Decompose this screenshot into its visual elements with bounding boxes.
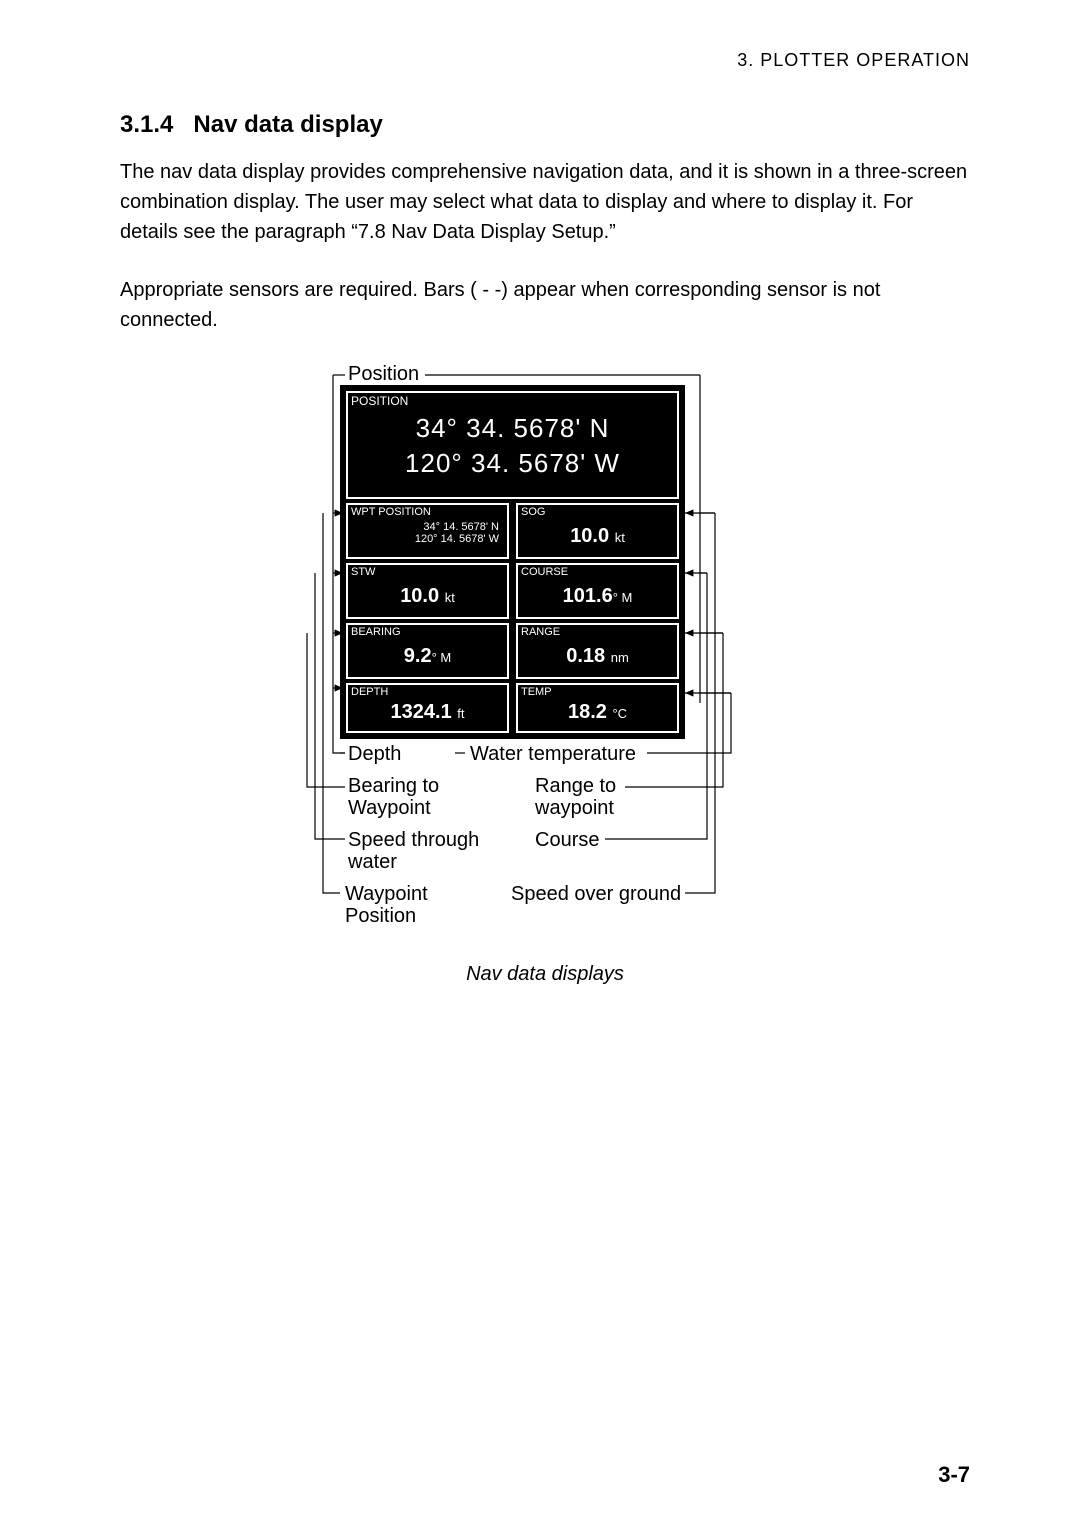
temp-unit: °C <box>612 706 627 721</box>
depth-cell: DEPTH 1324.1 ft <box>346 683 509 733</box>
callout-bearing-1: Bearing to <box>348 775 439 797</box>
position-cell: POSITION 34° 34. 5678' N 120° 34. 5678' … <box>346 391 679 499</box>
callout-position: Position <box>348 363 419 385</box>
callout-bearing-2: Waypoint <box>348 797 439 819</box>
depth-value: 1324.1 <box>391 701 452 723</box>
position-lat: 34° 34. 5678' N <box>348 413 677 444</box>
range-value: 0.18 <box>566 645 605 667</box>
wpt-label: WPT POSITION <box>351 506 431 518</box>
stw-cell: STW 10.0 kt <box>346 563 509 619</box>
wpt-lon: 120° 14. 5678' W <box>348 533 499 545</box>
range-unit: nm <box>611 650 629 665</box>
callout-range-1: Range to <box>535 775 616 797</box>
course-value: 101.6 <box>563 585 613 607</box>
temp-label: TEMP <box>521 686 552 698</box>
callout-wpt-1: Waypoint <box>345 883 428 905</box>
bearing-cell: BEARING 9.2° M <box>346 623 509 679</box>
sog-unit: kt <box>615 530 625 545</box>
range-cell: RANGE 0.18 nm <box>516 623 679 679</box>
course-label: COURSE <box>521 566 568 578</box>
bearing-value: 9.2 <box>404 645 432 667</box>
sog-cell: SOG 10.0 kt <box>516 503 679 559</box>
sog-label: SOG <box>521 506 545 518</box>
nav-panel: POSITION 34° 34. 5678' N 120° 34. 5678' … <box>340 385 685 739</box>
wpt-lat: 34° 14. 5678' N <box>348 521 499 533</box>
depth-label: DEPTH <box>351 686 388 698</box>
wpt-cell: WPT POSITION 34° 14. 5678' N 120° 14. 56… <box>346 503 509 559</box>
callout-range-2: waypoint <box>535 797 616 819</box>
stw-unit: kt <box>445 590 455 605</box>
range-label: RANGE <box>521 626 560 638</box>
nav-figure: POSITION 34° 34. 5678' N 120° 34. 5678' … <box>285 363 805 1003</box>
section-number: 3.1.4 <box>120 111 173 138</box>
stw-value: 10.0 <box>400 585 439 607</box>
position-label: POSITION <box>351 394 408 408</box>
temp-cell: TEMP 18.2 °C <box>516 683 679 733</box>
temp-value: 18.2 <box>568 701 607 723</box>
section-heading: 3.1.4 Nav data display <box>120 111 970 139</box>
section-title: Nav data display <box>193 111 382 138</box>
callout-sog: Speed over ground <box>511 883 681 905</box>
course-cell: COURSE 101.6° M <box>516 563 679 619</box>
callout-stw-2: water <box>348 851 479 873</box>
stw-label: STW <box>351 566 375 578</box>
page-number: 3-7 <box>938 1462 970 1488</box>
course-unit: ° M <box>613 590 633 605</box>
figure-caption: Nav data displays <box>285 963 805 986</box>
callout-course: Course <box>535 829 599 851</box>
chapter-header: 3. PLOTTER OPERATION <box>120 50 970 71</box>
callout-depth: Depth <box>348 743 401 765</box>
paragraph-2: Appropriate sensors are required. Bars (… <box>120 275 970 335</box>
callout-watertemp: Water temperature <box>470 743 636 765</box>
callout-wpt-2: Position <box>345 905 428 927</box>
sog-value: 10.0 <box>570 525 609 547</box>
paragraph-1: The nav data display provides comprehens… <box>120 157 970 247</box>
position-lon: 120° 34. 5678' W <box>348 448 677 479</box>
callout-stw-1: Speed through <box>348 829 479 851</box>
depth-unit: ft <box>457 706 464 721</box>
bearing-label: BEARING <box>351 626 401 638</box>
bearing-unit: ° M <box>432 650 452 665</box>
